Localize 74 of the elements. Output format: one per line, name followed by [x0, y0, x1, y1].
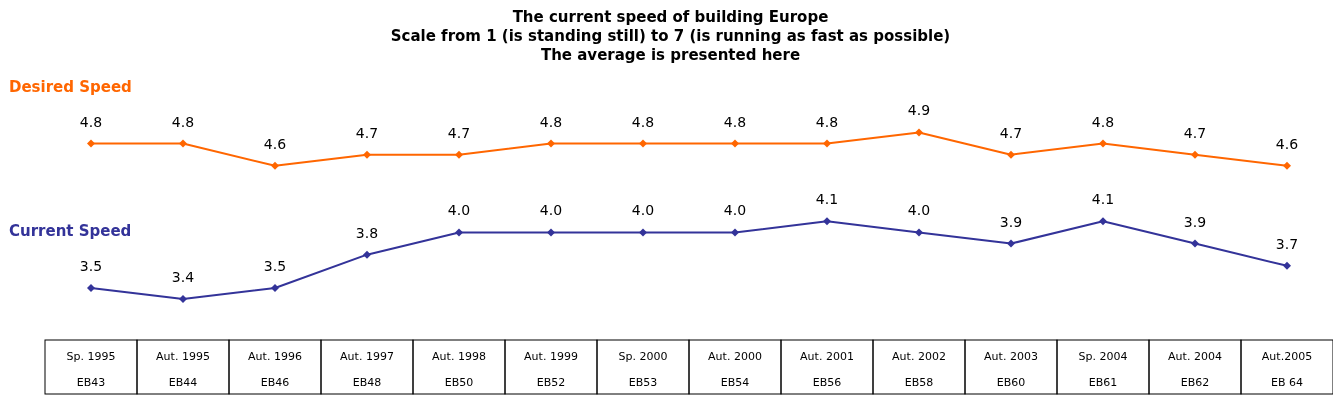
data-label: 4.1 [1091, 191, 1115, 208]
data-label: 4.0 [539, 202, 563, 219]
text: Current Speed [9, 222, 132, 240]
data-label: 4.0 [907, 202, 931, 219]
data-label: 3.9 [1183, 213, 1207, 230]
point [1191, 239, 1199, 248]
data-label: 3.5 [79, 258, 103, 274]
point [179, 295, 187, 304]
x-tick-label: Aut. 1995 EB44 [156, 350, 210, 389]
point [87, 284, 95, 292]
data-label: 4.9 [907, 102, 931, 119]
data-label: 4.6 [263, 135, 287, 152]
data-label: 4.0 [447, 202, 471, 219]
point [547, 139, 555, 148]
x-tick-label: Aut.2005 EB 64 [1261, 350, 1313, 389]
point [1007, 239, 1015, 248]
point [823, 217, 831, 226]
point [1191, 150, 1199, 159]
data-label: 4.7 [1183, 124, 1207, 141]
data-label: 4.8 [171, 113, 195, 130]
data-label: 3.7 [1275, 235, 1299, 252]
data-label: 3.5 [263, 258, 287, 274]
point [455, 228, 463, 237]
data-label: 3.8 [355, 224, 379, 241]
x-tick-label: Aut. 2002 EB58 [892, 350, 946, 389]
data-label: 4.8 [539, 113, 563, 130]
point [915, 228, 923, 237]
point [547, 228, 555, 237]
data-label: 4.8 [631, 113, 655, 130]
point [271, 284, 279, 292]
point [731, 139, 739, 148]
point [271, 161, 279, 170]
data-label: 4.7 [999, 124, 1023, 141]
x-tick-label: Sp. 2000 EB53 [618, 350, 668, 389]
data-label: 4.6 [1275, 135, 1299, 152]
point [639, 228, 647, 237]
text: Desired Speed [9, 77, 132, 96]
x-tick-label: Aut. 2004 EB62 [1168, 350, 1222, 389]
point [915, 128, 923, 137]
x-tick-label: Aut. 1997 EB48 [340, 350, 394, 389]
point [1099, 217, 1107, 226]
x-tick-label: Aut. 1996 EB46 [248, 350, 302, 389]
chart-title: The current speed of building Europe [511, 8, 830, 27]
data-label: 4.8 [1091, 113, 1115, 130]
point [455, 150, 463, 159]
data-label: 4.7 [447, 124, 471, 141]
point [731, 228, 739, 237]
data-label: 4.0 [631, 202, 655, 219]
data-label: 3.9 [999, 213, 1023, 230]
x-tick-label: Aut. 2001 EB56 [800, 350, 854, 389]
point [363, 150, 371, 159]
x-tick-label: Aut. 2003 EB60 [984, 350, 1038, 389]
x-tick-label: Aut. 1999 EB52 [524, 350, 578, 389]
x-tick-label: Sp. 1995 EB43 [66, 350, 116, 389]
data-label: 4.8 [79, 113, 103, 130]
data-label: 4.0 [723, 202, 747, 219]
point [1283, 161, 1291, 170]
data-label: 4.8 [815, 113, 839, 130]
point [179, 139, 187, 148]
chart-subtitle: Scale from 1 (is standing still) to 7 (is running as fast as possible) The average is presented here [389, 27, 952, 65]
point [1007, 150, 1015, 159]
point [1099, 139, 1107, 148]
point [87, 139, 95, 148]
data-label: 4.7 [355, 124, 379, 141]
x-tick-label: Aut. 2000 EB54 [708, 350, 762, 389]
point [823, 139, 831, 148]
point [1283, 261, 1291, 270]
data-label: 4.1 [815, 191, 839, 208]
x-tick-label: Sp. 2004 EB61 [1078, 350, 1128, 389]
data-label: 4.8 [723, 113, 747, 130]
data-label: 3.4 [171, 269, 195, 286]
x-tick-label: Aut. 1998 EB50 [432, 350, 486, 389]
point [363, 250, 371, 259]
point [639, 139, 647, 148]
